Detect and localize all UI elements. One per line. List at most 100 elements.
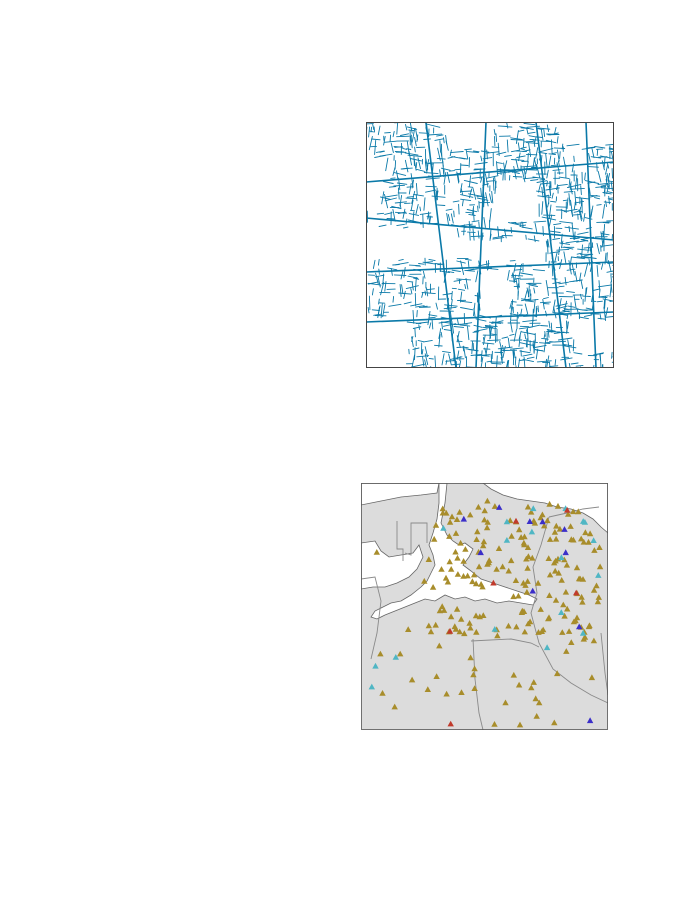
- poi-marker-olive: [469, 578, 476, 585]
- poi-marker-olive: [528, 684, 535, 691]
- poi-marker-olive: [573, 614, 581, 621]
- poi-marker-olive: [568, 639, 575, 645]
- poi-marker-olive: [470, 671, 477, 678]
- poi-marker-olive: [495, 545, 503, 551]
- poi-map-svg: [361, 483, 608, 730]
- poi-marker-blue: [460, 515, 467, 522]
- poi-marker-olive: [553, 522, 560, 529]
- poi-marker-cyan: [372, 662, 379, 669]
- poi-marker-olive: [475, 503, 482, 510]
- poi-marker-olive: [439, 505, 446, 512]
- poi-marker-olive: [456, 628, 463, 635]
- poi-marker-blue: [576, 623, 583, 630]
- poi-marker-olive: [580, 635, 587, 642]
- poi-marker-olive: [425, 622, 432, 629]
- poi-marker-olive: [447, 613, 455, 620]
- poi-marker-olive: [457, 539, 464, 546]
- poi-marker-olive: [565, 628, 573, 634]
- poi-marker-blue: [477, 549, 484, 556]
- poi-marker-olive: [540, 626, 547, 633]
- poi-marker-olive: [491, 721, 498, 727]
- poi-marker-olive: [586, 530, 594, 537]
- poi-marker-olive: [585, 623, 593, 630]
- poi-marker-olive: [494, 632, 501, 639]
- poi-marker-olive: [517, 534, 525, 540]
- poi-marker-olive: [512, 577, 520, 583]
- poi-marker-olive: [429, 584, 437, 590]
- poi-marker-olive: [460, 558, 467, 564]
- street-lines-group: [366, 122, 614, 368]
- poi-marker-olive: [391, 703, 398, 710]
- poi-marker-olive: [541, 522, 548, 529]
- poi-marker-olive: [448, 513, 456, 520]
- poi-marker-olive: [510, 671, 517, 678]
- poi-marker-blue: [562, 549, 569, 556]
- poi-marker-olive: [537, 514, 544, 521]
- poi-marker-olive: [515, 681, 523, 688]
- poi-marker-olive: [452, 548, 459, 555]
- poi-marker-olive: [552, 567, 559, 574]
- poi-marker-olive: [462, 546, 469, 552]
- poi-marker-olive: [526, 618, 534, 625]
- poi-marker-olive: [558, 577, 565, 583]
- poi-marker-olive: [535, 629, 542, 635]
- poi-marker-olive: [379, 690, 386, 696]
- poi-marker-cyan: [590, 537, 597, 543]
- poi-marker-red: [446, 627, 454, 634]
- poi-marker-olive: [431, 535, 438, 542]
- poi-marker-cyan: [558, 609, 565, 615]
- poi-marker-olive: [567, 523, 574, 529]
- poi-marker-olive: [427, 628, 435, 635]
- poi-marker-olive: [530, 679, 537, 685]
- poi-marker-olive: [474, 528, 481, 535]
- poi-marker-olive: [523, 588, 531, 595]
- poi-marker-red: [573, 589, 580, 596]
- poi-marker-olive: [456, 509, 463, 515]
- poi-marker-olive: [521, 628, 528, 635]
- poi-marker-olive: [439, 603, 446, 610]
- poi-marker-olive: [481, 507, 488, 514]
- poi-marker-olive: [452, 530, 460, 536]
- poi-marker-olive: [480, 542, 487, 549]
- poi-marker-olive: [516, 526, 523, 533]
- poi-marker-cyan: [503, 518, 511, 525]
- poi-marker-olive: [593, 582, 600, 589]
- poi-marker-cyan: [440, 525, 447, 531]
- poi-marker-olive: [596, 544, 603, 550]
- poi-marker-olive: [515, 592, 522, 599]
- poi-marker-olive: [464, 572, 471, 579]
- poi-marker-olive: [508, 557, 515, 564]
- poi-marker-olive: [472, 580, 480, 587]
- poi-marker-olive: [448, 566, 455, 572]
- poi-marker-cyan: [530, 505, 537, 512]
- poi-marker-olive: [510, 593, 517, 600]
- poi-marker-olive: [563, 561, 571, 568]
- poi-marker-blue: [586, 717, 594, 724]
- poi-marker-blue: [526, 518, 533, 524]
- poi-marker-olive: [436, 642, 443, 649]
- poi-marker-olive: [397, 650, 404, 657]
- poi-marker-olive: [554, 670, 561, 677]
- poi-marker-olive: [524, 503, 532, 510]
- poi-marker-olive: [537, 606, 544, 612]
- poi-marker-olive: [453, 516, 461, 522]
- poi-marker-olive: [546, 571, 554, 578]
- poi-marker-olive: [555, 569, 562, 576]
- poi-marker-olive: [373, 549, 380, 555]
- northern-water: [361, 483, 440, 506]
- poi-marker-olive: [590, 586, 598, 593]
- poi-marker-olive: [561, 556, 568, 563]
- poi-marker-olive: [446, 533, 453, 539]
- poi-marker-olive: [473, 536, 480, 542]
- poi-marker-olive: [552, 535, 560, 542]
- poi-marker-olive: [508, 532, 515, 539]
- poi-marker-olive: [472, 612, 480, 619]
- poi-marker-olive: [473, 628, 480, 635]
- poi-marker-olive: [505, 567, 512, 574]
- poi-marker-olive: [570, 618, 578, 625]
- poi-marker-olive: [564, 605, 571, 612]
- poi-marker-olive: [499, 563, 506, 570]
- poi-marker-olive: [524, 565, 531, 571]
- street-network-svg: [366, 122, 614, 368]
- poi-marker-olive: [439, 509, 446, 516]
